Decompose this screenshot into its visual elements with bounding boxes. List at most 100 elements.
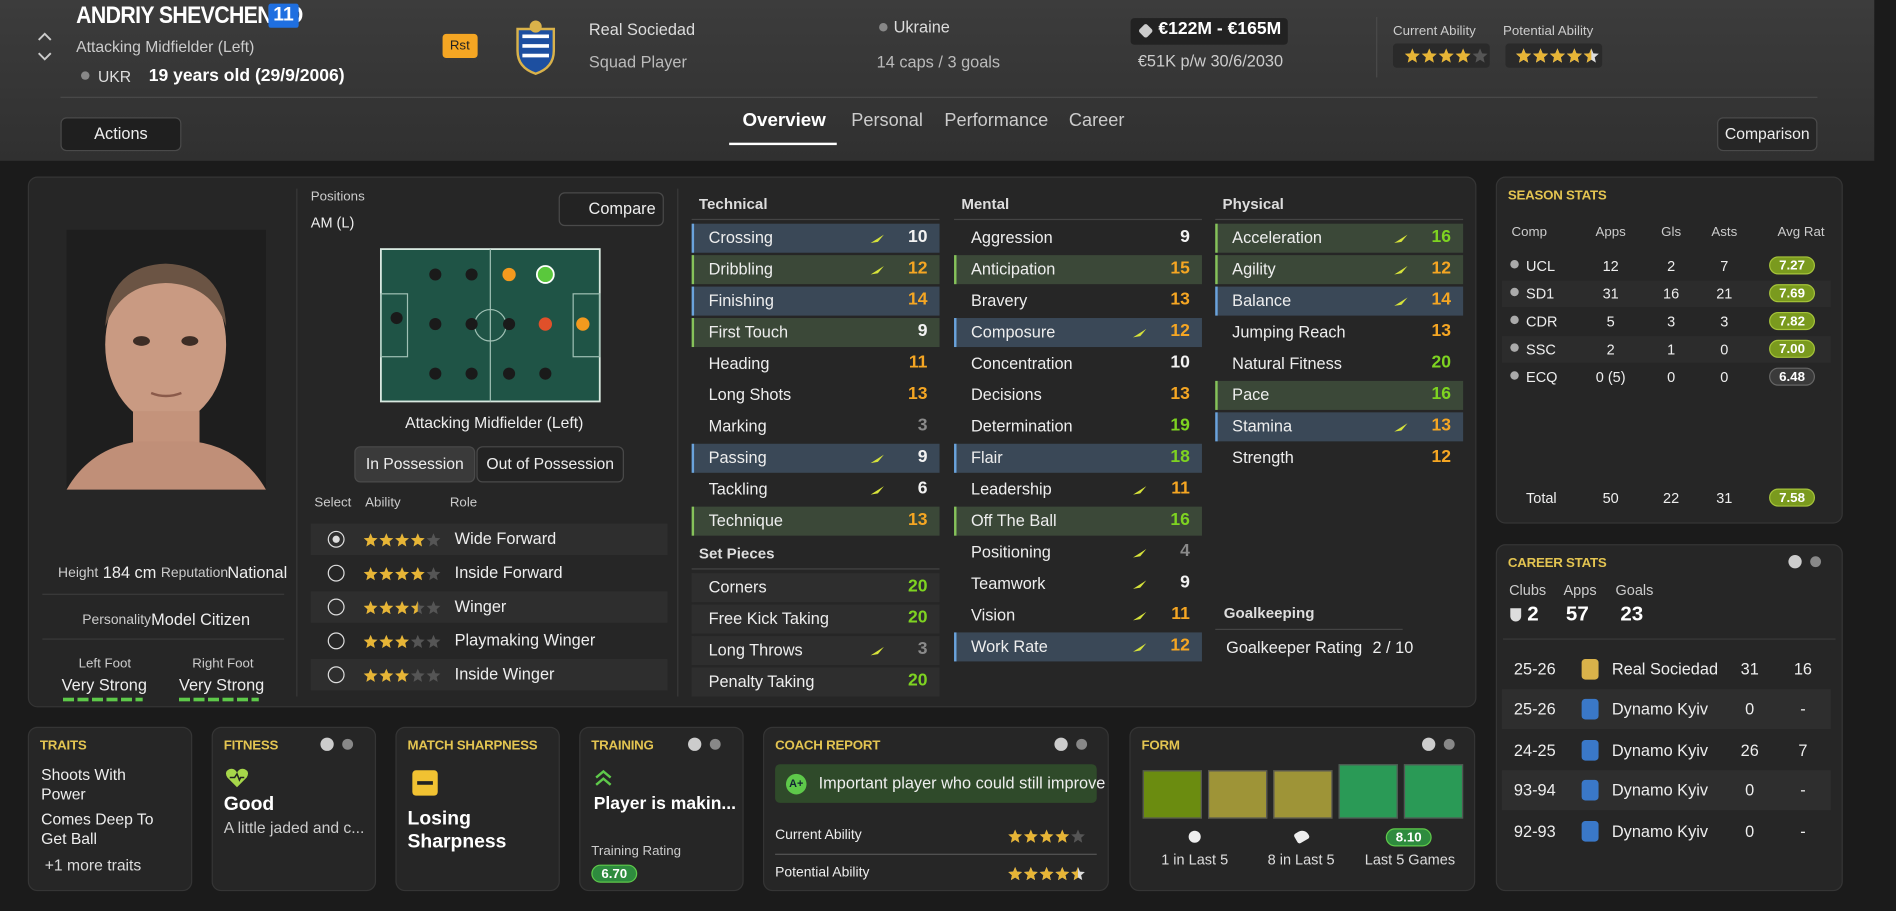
club-crest [516, 20, 556, 75]
tab[interactable]: Overview [742, 110, 826, 131]
attribute-row [691, 255, 940, 285]
attribute-row [1215, 255, 1464, 285]
compare-button[interactable]: Compare [558, 192, 664, 227]
toggle-dot[interactable] [688, 737, 702, 751]
career-row [1501, 730, 1831, 771]
attribute-value: 9 [917, 321, 928, 341]
toggle-dot[interactable] [1443, 738, 1455, 750]
section-rule [1215, 628, 1403, 630]
caption: Attacking Midfielder (Left) [405, 413, 584, 432]
attribute-value: 15 [1170, 258, 1190, 279]
nav-arrows[interactable] [36, 29, 53, 65]
attribute-value: 11 [1171, 604, 1190, 624]
radio[interactable] [327, 666, 345, 684]
card [395, 726, 560, 892]
star [363, 567, 378, 581]
toggle-dot[interactable] [1422, 737, 1436, 751]
trend-icon [1133, 580, 1147, 589]
card-title: COACH REPORT [775, 738, 881, 754]
attribute-value: 11 [908, 353, 928, 373]
star [1039, 829, 1054, 843]
attribute-name: Technique [708, 511, 784, 530]
attribute-name: Long Throws [708, 640, 803, 660]
toggle-dot[interactable] [1076, 738, 1088, 750]
attribute-value: 11 [1171, 478, 1190, 499]
stat-cell: 50 [1602, 489, 1619, 507]
star-fill [1008, 866, 1079, 881]
toggle-dot[interactable] [1810, 556, 1822, 568]
trend-icon [1133, 486, 1147, 495]
card [763, 726, 1109, 892]
club: Dynamo Kyiv [1611, 821, 1709, 840]
tab[interactable]: Career [1068, 110, 1125, 131]
pa-label: Potential Ability [1503, 24, 1594, 39]
attribute-value: 12 [1170, 321, 1190, 341]
star [363, 533, 378, 547]
stat-cell: 0 (5) [1595, 368, 1626, 386]
attribute-value: 10 [907, 227, 928, 247]
more-traits[interactable]: +1 more traits [44, 856, 142, 875]
attribute-row [954, 255, 1202, 285]
toggle-dot[interactable] [709, 738, 721, 750]
form-bar [1273, 770, 1333, 819]
toggle-dot[interactable] [320, 737, 334, 751]
star [1023, 866, 1038, 881]
attribute-name: Concentration [970, 354, 1073, 373]
card-title: FITNESS [223, 738, 279, 754]
tab-underline [729, 142, 837, 146]
divider [1376, 16, 1378, 78]
actions-button[interactable]: Actions [60, 117, 182, 152]
toggle-dot[interactable] [1788, 555, 1802, 569]
attribute-row [691, 636, 940, 666]
tab[interactable]: Personal [851, 110, 923, 131]
radio[interactable] [327, 598, 345, 616]
toggle-dot[interactable] [342, 738, 354, 750]
stat-cell: UCL [1526, 257, 1556, 275]
star [363, 634, 378, 649]
attribute-name: Decisions [970, 385, 1042, 404]
radio[interactable] [327, 632, 345, 650]
comparison-button[interactable]: Comparison [1717, 117, 1818, 152]
stat-cell: CDR [1526, 313, 1558, 331]
section-rule [954, 218, 1202, 221]
star-empty [426, 533, 441, 547]
section-title: Goalkeeping [1223, 604, 1315, 622]
attribute-value: 20 [907, 608, 928, 628]
card [27, 726, 193, 892]
stat-cell: 31 [1602, 285, 1619, 303]
attribute-value: 12 [907, 258, 928, 279]
role-name: Inside Winger [454, 665, 555, 684]
star-empty [426, 668, 441, 682]
pitch [379, 248, 601, 403]
trend-icon [870, 486, 884, 495]
career-row [1501, 810, 1831, 851]
left-foot: Very Strong [61, 675, 147, 695]
apps: 0 [1745, 700, 1755, 719]
training-rating: 6.70 [591, 864, 638, 883]
career-row [1501, 649, 1831, 690]
attribute-name: Corners [708, 577, 767, 597]
coach-pa-label: Potential Ability [775, 865, 870, 881]
trend-icon [870, 646, 884, 656]
divider [1503, 638, 1836, 640]
club-logo [1581, 659, 1599, 680]
radio[interactable] [327, 564, 345, 582]
star-rating [1008, 829, 1085, 843]
mode-button[interactable]: Out of Possession [476, 446, 624, 483]
toggle-dot[interactable] [1054, 737, 1068, 751]
attribute-value: 13 [907, 384, 928, 404]
wage: €51K p/w 30/6/2030 [1137, 51, 1284, 71]
tab[interactable]: Performance [944, 110, 1049, 131]
mode-button[interactable]: In Possession [354, 446, 476, 483]
radio[interactable] [327, 530, 345, 548]
attribute-value: 18 [1170, 447, 1190, 467]
attribute-name: Passing [708, 448, 767, 467]
season: 25-26 [1513, 660, 1556, 679]
star [1549, 48, 1565, 63]
star-rating [363, 567, 441, 581]
trend-icon [1133, 611, 1147, 621]
stat-cell: ECQ [1526, 368, 1558, 386]
attribute-name: Agility [1232, 259, 1276, 279]
personality: Model Citizen [151, 610, 251, 629]
star-fill [363, 567, 425, 581]
